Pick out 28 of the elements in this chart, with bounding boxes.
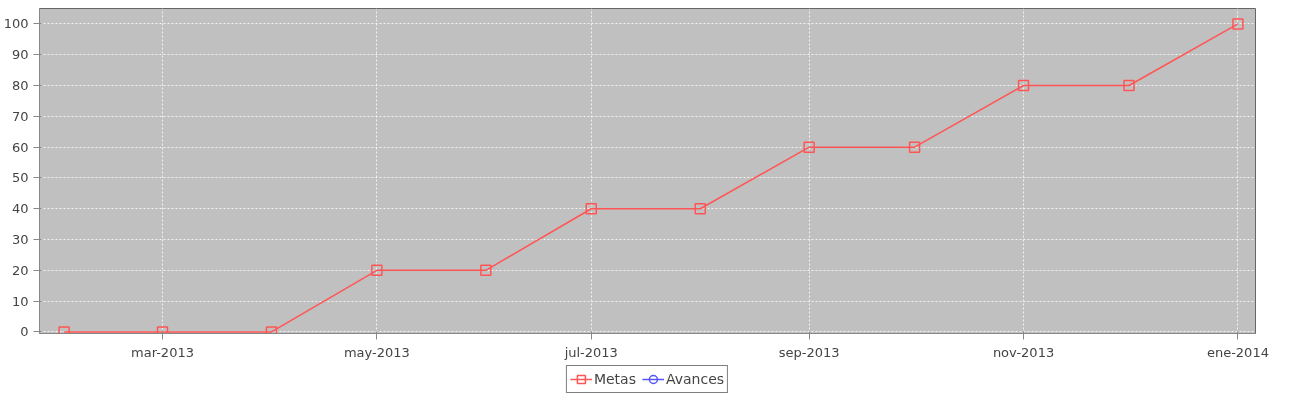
x-tick-label: sep-2013 (778, 344, 840, 360)
x-tick-label: may-2013 (343, 344, 410, 360)
y-tick-label: 40 (11, 201, 29, 217)
point (371, 264, 383, 277)
y-tick-label: 50 (11, 170, 29, 186)
y-tick-label: 90 (11, 47, 29, 63)
y-tick-label: 20 (11, 262, 29, 278)
point (1017, 79, 1030, 92)
point (480, 264, 492, 277)
y-tick-label: 30 (11, 232, 29, 248)
point (908, 141, 921, 153)
point (694, 202, 706, 215)
y-tick-label: 70 (11, 108, 29, 124)
legend-label: Avances (665, 371, 725, 387)
point (803, 141, 815, 153)
legend-label: Metas (593, 371, 636, 387)
point (1123, 79, 1135, 92)
y-tick-label: 60 (11, 139, 29, 155)
x-tick-label: ene-2014 (1206, 344, 1269, 360)
y-tick-label: 80 (11, 78, 29, 94)
x-tick-label: nov-2013 (992, 344, 1055, 360)
y-tick-label: 100 (3, 16, 29, 32)
point (585, 202, 598, 215)
y-tick-label: 10 (11, 293, 29, 309)
point (1232, 18, 1244, 30)
y-tick-label: 0 (20, 324, 29, 340)
x-tick-label: jul-2013 (563, 344, 618, 360)
x-tick-label: mar-2013 (131, 344, 194, 360)
